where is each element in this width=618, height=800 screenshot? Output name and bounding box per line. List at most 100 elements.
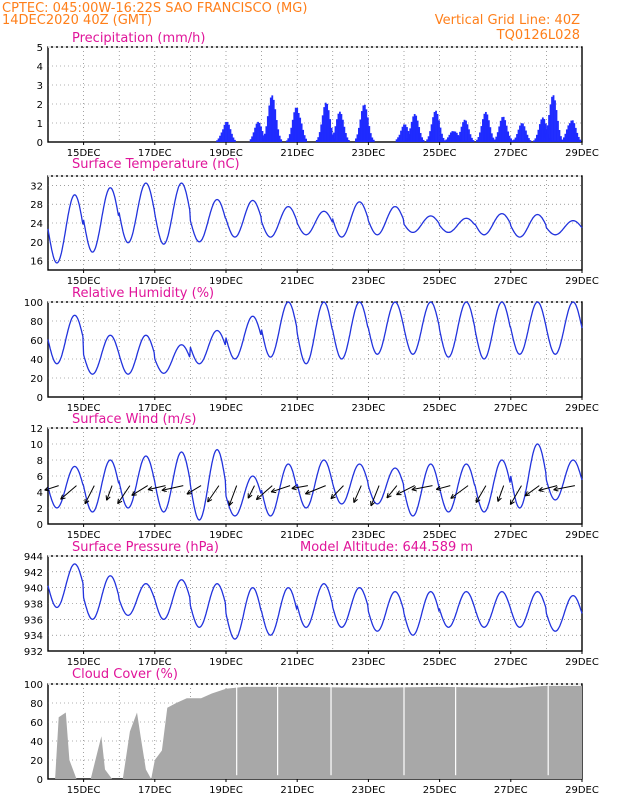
- precip-bar: [496, 132, 499, 142]
- y-tick-label: 20: [30, 756, 43, 767]
- precip-bar: [538, 124, 541, 142]
- precip-bar: [407, 134, 410, 142]
- precip-bar: [544, 123, 547, 142]
- wind-arrow-shaft: [228, 485, 238, 506]
- x-tick-label: 17DEC: [138, 403, 172, 414]
- wind-arrow-head: [131, 490, 137, 496]
- wind-arrow-shaft: [353, 485, 362, 503]
- precip-bar: [251, 136, 254, 142]
- y-tick-label: 942: [24, 568, 43, 579]
- x-tick-label: 19DEC: [209, 657, 243, 668]
- wind-arrow-shaft: [305, 485, 326, 495]
- precip-bar: [568, 123, 571, 142]
- precip-bar: [297, 113, 300, 142]
- precip-bar: [555, 110, 558, 142]
- precip-bar: [537, 129, 540, 142]
- precip-bar: [465, 120, 467, 142]
- y-tick-label: 80: [30, 317, 43, 328]
- precip-bar: [541, 117, 544, 142]
- precip-bar: [359, 119, 362, 142]
- precip-bar: [432, 117, 434, 142]
- precip-bar: [525, 130, 527, 142]
- precip-bar: [468, 129, 470, 142]
- precip-bar: [445, 139, 448, 142]
- wind-arrow-shaft: [396, 485, 415, 496]
- precip-bar: [225, 121, 227, 142]
- x-tick-label: 23DEC: [352, 276, 386, 287]
- y-tick-label: 938: [24, 600, 43, 611]
- precip-bar: [397, 137, 399, 142]
- precip-bar: [536, 134, 538, 142]
- precip-bar: [454, 131, 457, 142]
- precip-bar: [330, 127, 333, 142]
- wind-arrow-shaft: [106, 485, 113, 501]
- precip-bar: [545, 133, 548, 142]
- precip-bar: [444, 140, 446, 142]
- wind-arrow-head: [496, 496, 502, 502]
- x-tick-label: 27DEC: [494, 785, 528, 796]
- precip-bar: [455, 132, 458, 142]
- panel-4: 0 2 4 6 8 10 12 15DEC 17DEC 19DEC 21DEC 23DEC 25DEC 2…: [30, 412, 599, 541]
- precip-bar: [439, 127, 442, 142]
- y-tick-label: 934: [24, 631, 43, 642]
- precip-bar: [462, 122, 464, 142]
- x-tick-label: 21DEC: [280, 785, 314, 796]
- precip-bar: [263, 133, 266, 142]
- precip-bar: [522, 123, 524, 142]
- precip-bar: [216, 140, 218, 142]
- wind-arrow-head: [370, 500, 376, 507]
- precip-bar: [558, 130, 561, 142]
- precip-bar: [249, 139, 252, 142]
- precip-bar: [222, 129, 224, 142]
- precip-bar: [472, 140, 475, 142]
- precip-bar: [252, 132, 255, 142]
- x-tick-label: 29DEC: [565, 657, 599, 668]
- precip-bar: [327, 110, 330, 142]
- precip-bar: [429, 131, 432, 142]
- x-tick-label: 23DEC: [352, 530, 386, 541]
- precip-bar: [486, 114, 489, 142]
- precip-bar: [340, 114, 343, 142]
- precip-bar: [435, 110, 437, 142]
- wind-arrow-shaft: [450, 485, 469, 499]
- y-tick-label: 10: [30, 440, 43, 451]
- x-tick-label: 25DEC: [423, 276, 457, 287]
- wind-arrow-head: [255, 494, 262, 501]
- wind-arrow-shaft: [207, 485, 220, 503]
- precip-bar: [339, 111, 341, 142]
- panel-title: Precipitation (mm/h): [72, 31, 205, 46]
- precip-bar: [226, 121, 229, 142]
- wind-arrow-head: [509, 499, 515, 505]
- precip-bar: [577, 136, 580, 142]
- precip-bar: [543, 119, 546, 142]
- precip-bar: [433, 111, 436, 142]
- wind-arrow-shaft: [131, 485, 148, 496]
- panel-annotation: Model Altitude: 644.589 m: [300, 540, 473, 555]
- wind-arrow-shaft: [247, 485, 255, 499]
- precip-bar: [369, 133, 372, 142]
- precip-bar: [469, 134, 472, 142]
- precip-bar: [487, 120, 490, 142]
- wind-arrow-head: [304, 489, 311, 495]
- precip-bar: [507, 131, 510, 142]
- precip-bar: [471, 137, 473, 142]
- precip-bar: [254, 127, 256, 142]
- y-tick-label: 5: [37, 43, 43, 54]
- precip-bar: [452, 131, 455, 142]
- precip-bar: [447, 137, 449, 142]
- precip-bar: [534, 138, 537, 142]
- precip-bar: [576, 132, 579, 142]
- precip-bar: [346, 137, 349, 142]
- precip-bar: [320, 124, 323, 142]
- precip-bar: [413, 114, 416, 142]
- precip-bar: [564, 133, 567, 142]
- wind-arrow-shaft: [411, 485, 433, 491]
- wind-arrow-shaft: [386, 485, 398, 499]
- precip-bar: [416, 120, 419, 142]
- x-tick-label: 29DEC: [565, 530, 599, 541]
- precip-bar: [505, 125, 508, 142]
- precip-bar: [300, 123, 303, 142]
- precip-bar: [296, 107, 299, 142]
- x-tick-label: 29DEC: [565, 403, 599, 414]
